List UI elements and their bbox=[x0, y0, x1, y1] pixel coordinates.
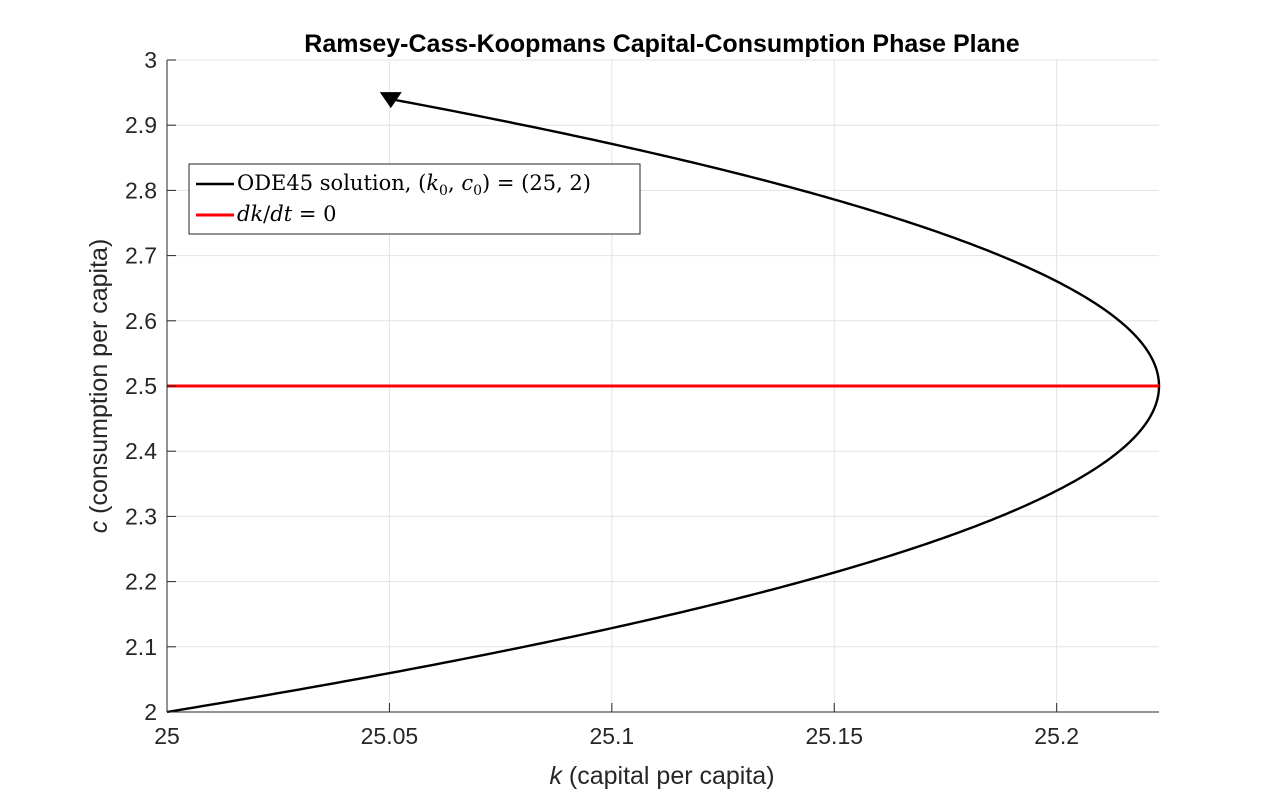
y-tick-label: 2.3 bbox=[125, 503, 157, 529]
chart-title: Ramsey-Cass-Koopmans Capital-Consumption… bbox=[304, 30, 1020, 58]
legend-box bbox=[188, 163, 641, 235]
y-tick-label: 2 bbox=[144, 699, 157, 725]
axes: 25 25.05 25.1 25.15 25.2 2 2.1 2.2 2.3 2.4 2.5 2.6 2… bbox=[125, 47, 1159, 749]
y-tick-label: 2.6 bbox=[125, 308, 157, 334]
y-axis-text: (consumption per capita) bbox=[85, 239, 113, 521]
x-tick-label: 25 bbox=[154, 723, 180, 749]
y-tick-label: 2.1 bbox=[125, 634, 157, 660]
legend-label: dk/dt = 0 bbox=[237, 202, 337, 226]
y-tick-label: 2.8 bbox=[125, 177, 157, 203]
legend-entry: dk/dt = 0 bbox=[237, 202, 337, 226]
x-axis-label: k (capital per capita) bbox=[549, 762, 774, 790]
x-tick-label: 25.1 bbox=[589, 723, 634, 749]
x-tick-label: 25.15 bbox=[805, 723, 863, 749]
x-tick-label: 25.2 bbox=[1034, 723, 1079, 749]
x-axis-text: (capital per capita) bbox=[562, 762, 775, 790]
x-axis-symbol: k bbox=[549, 762, 563, 790]
y-tick-label: 2.4 bbox=[125, 438, 157, 464]
y-tick-label: 2.2 bbox=[125, 569, 157, 595]
y-tick-label: 2.9 bbox=[125, 112, 157, 138]
y-axis-symbol: c bbox=[85, 520, 113, 533]
y-axis-label: c (consumption per capita) bbox=[85, 239, 113, 534]
y-tick-label: 3 bbox=[144, 47, 157, 73]
y-tick-label: 2.7 bbox=[125, 243, 157, 269]
trajectory-end-marker bbox=[379, 92, 402, 109]
y-tick-label: 2.5 bbox=[125, 373, 157, 399]
legend: ODE45 solution, (k0, c0) = (25, 2) dk/dt … bbox=[188, 163, 641, 235]
ode45-solution-line bbox=[166, 97, 1161, 714]
legend-label: ODE45 solution, (k0, c0) = (25, 2) bbox=[237, 171, 591, 199]
legend-entry: ODE45 solution, (k0, c0) = (25, 2) bbox=[237, 171, 591, 199]
x-tick-label: 25.05 bbox=[361, 723, 419, 749]
series-layer bbox=[166, 92, 1161, 714]
